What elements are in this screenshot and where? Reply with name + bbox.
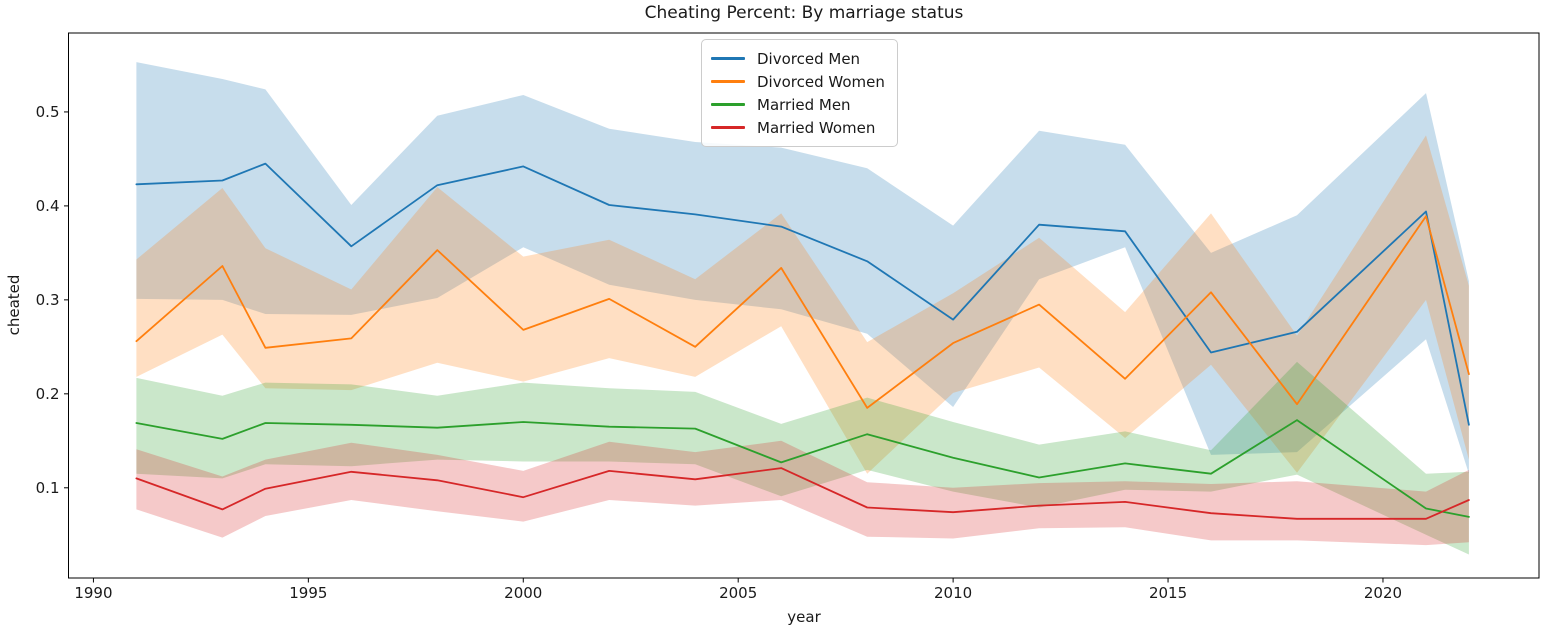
y-tick-label-0.3: 0.3 xyxy=(36,291,60,309)
series-line-married-women xyxy=(135,467,1470,520)
plot-border xyxy=(68,32,1540,579)
legend-line-sample-divorced-women xyxy=(711,80,745,83)
legend-item-divorced-men: Divorced Men xyxy=(711,47,885,70)
x-tick-label-2000: 2000 xyxy=(504,584,542,602)
series-line-married-men xyxy=(135,419,1470,518)
x-tick-label-2005: 2005 xyxy=(719,584,757,602)
legend-line-sample-married-women xyxy=(711,126,745,129)
y-tick-label-0.4: 0.4 xyxy=(36,197,60,215)
legend-item-married-women: Married Women xyxy=(711,116,885,139)
y-tick-label-0.5: 0.5 xyxy=(36,103,60,121)
y-tick-label-0.2: 0.2 xyxy=(36,385,60,403)
y-axis-label: cheated xyxy=(5,274,23,336)
legend-line-sample-married-men xyxy=(711,103,745,106)
x-tick-label-2020: 2020 xyxy=(1364,584,1402,602)
legend-item-divorced-women: Divorced Women xyxy=(711,70,885,93)
series-line-divorced-men xyxy=(135,162,1470,426)
x-tick-label-2015: 2015 xyxy=(1149,584,1187,602)
x-tick-label-2010: 2010 xyxy=(934,584,972,602)
series-band-divorced-women xyxy=(136,135,1469,474)
legend-line-sample-divorced-men xyxy=(711,57,745,60)
legend-label: Divorced Women xyxy=(757,72,885,91)
legend-item-married-men: Married Men xyxy=(711,93,885,116)
x-tick-label-1995: 1995 xyxy=(289,584,327,602)
series-line-divorced-women xyxy=(135,215,1470,409)
legend: Divorced Men Divorced Women Married Men … xyxy=(701,39,898,147)
series-band-divorced-men xyxy=(136,62,1469,474)
legend-label: Divorced Men xyxy=(757,49,861,68)
legend-label: Married Women xyxy=(757,118,876,137)
x-tick-label-1990: 1990 xyxy=(74,584,112,602)
chart-title: Cheating Percent: By marriage status xyxy=(644,3,964,23)
x-axis-label: year xyxy=(787,608,821,626)
series-band-married-women xyxy=(136,440,1469,546)
series-band-married-men xyxy=(136,361,1469,555)
legend-label: Married Men xyxy=(757,95,851,114)
y-tick-label-0.1: 0.1 xyxy=(36,479,60,497)
